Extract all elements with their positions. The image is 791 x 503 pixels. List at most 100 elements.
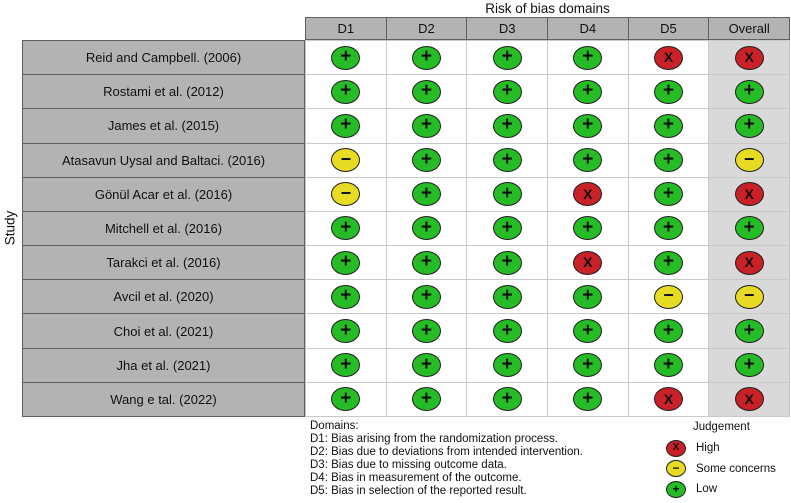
rating-cell: + bbox=[386, 211, 467, 246]
domain-definition: D5: Bias in selection of the reported re… bbox=[310, 484, 527, 497]
low-judgement-icon: + bbox=[734, 319, 764, 344]
study-name: Gönül Acar et al. (2016) bbox=[23, 177, 304, 211]
rating-cell: X bbox=[547, 246, 628, 280]
rating-cell: + bbox=[386, 314, 467, 348]
low-judgement-icon: + bbox=[411, 387, 441, 412]
rating-cell: + bbox=[306, 75, 386, 109]
low-judgement-icon: + bbox=[573, 113, 603, 138]
judgement-legend-label: Low bbox=[696, 483, 718, 496]
study-name: Mitchell et al. (2016) bbox=[23, 211, 304, 246]
judgement-legend-label: High bbox=[696, 442, 720, 455]
low-judgement-icon: + bbox=[653, 353, 683, 378]
domains-legend-items: D1: Bias arising from the randomization … bbox=[310, 433, 583, 498]
low-judgement-icon: + bbox=[734, 79, 764, 104]
rating-cell: + bbox=[628, 348, 709, 382]
study-name: Tarakci et al. (2016) bbox=[23, 246, 304, 280]
high-judgement-icon: X bbox=[666, 439, 686, 457]
rating-cell: X bbox=[628, 41, 709, 75]
judgement-legend-item: X High bbox=[666, 438, 776, 459]
low-judgement-icon: + bbox=[573, 353, 603, 378]
rating-cell: + bbox=[628, 75, 709, 109]
rating-cell: + bbox=[306, 382, 386, 416]
low-judgement-icon: + bbox=[666, 480, 686, 498]
rating-cell: + bbox=[547, 41, 628, 75]
study-column: Reid and Campbell. (2006) Rostami et al. … bbox=[22, 40, 305, 417]
low-judgement-icon: + bbox=[492, 353, 522, 378]
low-judgement-icon: + bbox=[411, 182, 441, 207]
rating-cell: + bbox=[547, 109, 628, 143]
domain-definition: D3: Bias due to missing outcome data. bbox=[310, 458, 507, 471]
rating-cell: + bbox=[547, 75, 628, 109]
rating-cell: + bbox=[467, 314, 547, 348]
rating-cell: + bbox=[386, 382, 467, 416]
rating-cell: X bbox=[709, 41, 789, 75]
some-judgement-icon: − bbox=[331, 148, 361, 173]
rating-cell: + bbox=[628, 143, 709, 177]
some-judgement-icon: − bbox=[653, 284, 683, 309]
high-judgement-icon: X bbox=[734, 250, 764, 275]
low-judgement-icon: + bbox=[653, 250, 683, 275]
low-judgement-icon: + bbox=[492, 182, 522, 207]
rating-cell: + bbox=[547, 211, 628, 246]
low-judgement-icon: + bbox=[492, 113, 522, 138]
domain-definition: D4: Bias in measurement of the outcome. bbox=[310, 471, 522, 484]
high-judgement-icon: X bbox=[734, 387, 764, 412]
rating-cell: + bbox=[386, 109, 467, 143]
domain-definition: D2: Bias due to deviations from intended… bbox=[310, 445, 583, 458]
rating-cell: X bbox=[547, 177, 628, 211]
domain-definition: D1: Bias arising from the randomization … bbox=[310, 432, 558, 445]
rating-cell: + bbox=[386, 41, 467, 75]
rating-cell: + bbox=[547, 280, 628, 314]
domain-header-row: D1 D2 D3 D4 D5 Overall bbox=[305, 17, 790, 40]
study-name: Avcil et al. (2020) bbox=[23, 280, 304, 314]
low-judgement-icon: + bbox=[653, 319, 683, 344]
low-judgement-icon: + bbox=[411, 250, 441, 275]
low-judgement-icon: + bbox=[331, 113, 361, 138]
judgement-legend-item: + Low bbox=[666, 479, 776, 500]
low-judgement-icon: + bbox=[411, 45, 441, 70]
rating-cell: + bbox=[467, 280, 547, 314]
low-judgement-icon: + bbox=[653, 79, 683, 104]
rating-cell: + bbox=[547, 143, 628, 177]
rating-cell: − bbox=[709, 280, 789, 314]
rating-cell: + bbox=[306, 246, 386, 280]
domains-legend: Domains: D1: Bias arising from the rando… bbox=[310, 420, 583, 497]
rating-cell: + bbox=[306, 280, 386, 314]
judgement-legend: Judgement X High − Some concerns + Low bbox=[666, 421, 776, 500]
rating-cell: + bbox=[386, 246, 467, 280]
rating-cell: + bbox=[386, 280, 467, 314]
low-judgement-icon: + bbox=[331, 216, 361, 241]
rating-cell: − bbox=[306, 177, 386, 211]
rating-cell: + bbox=[306, 41, 386, 75]
low-judgement-icon: + bbox=[653, 148, 683, 173]
rating-cell: + bbox=[386, 177, 467, 211]
low-judgement-icon: + bbox=[411, 284, 441, 309]
rating-cell: + bbox=[547, 348, 628, 382]
rating-cell: + bbox=[709, 348, 789, 382]
high-judgement-icon: X bbox=[573, 250, 603, 275]
rating-cell: + bbox=[306, 211, 386, 246]
rating-cell: + bbox=[709, 109, 789, 143]
rating-cell: + bbox=[709, 314, 789, 348]
judgement-legend-label: Some concerns bbox=[696, 462, 776, 475]
low-judgement-icon: + bbox=[734, 216, 764, 241]
rating-cell: + bbox=[628, 314, 709, 348]
low-judgement-icon: + bbox=[573, 216, 603, 241]
rating-cell: + bbox=[467, 41, 547, 75]
study-name: Choi et al. (2021) bbox=[23, 314, 304, 348]
rating-cell: X bbox=[628, 382, 709, 416]
rating-cell: + bbox=[467, 348, 547, 382]
rating-cell: X bbox=[709, 177, 789, 211]
low-judgement-icon: + bbox=[573, 79, 603, 104]
rating-cell: + bbox=[547, 382, 628, 416]
low-judgement-icon: + bbox=[573, 148, 603, 173]
y-axis-label: Study bbox=[2, 210, 18, 246]
rating-cell: − bbox=[628, 280, 709, 314]
low-judgement-icon: + bbox=[411, 353, 441, 378]
judgement-legend-heading: Judgement bbox=[693, 421, 750, 433]
rating-cell: + bbox=[547, 314, 628, 348]
column-header-d2: D2 bbox=[386, 18, 467, 39]
rating-cell: − bbox=[306, 143, 386, 177]
rating-cell: + bbox=[386, 75, 467, 109]
